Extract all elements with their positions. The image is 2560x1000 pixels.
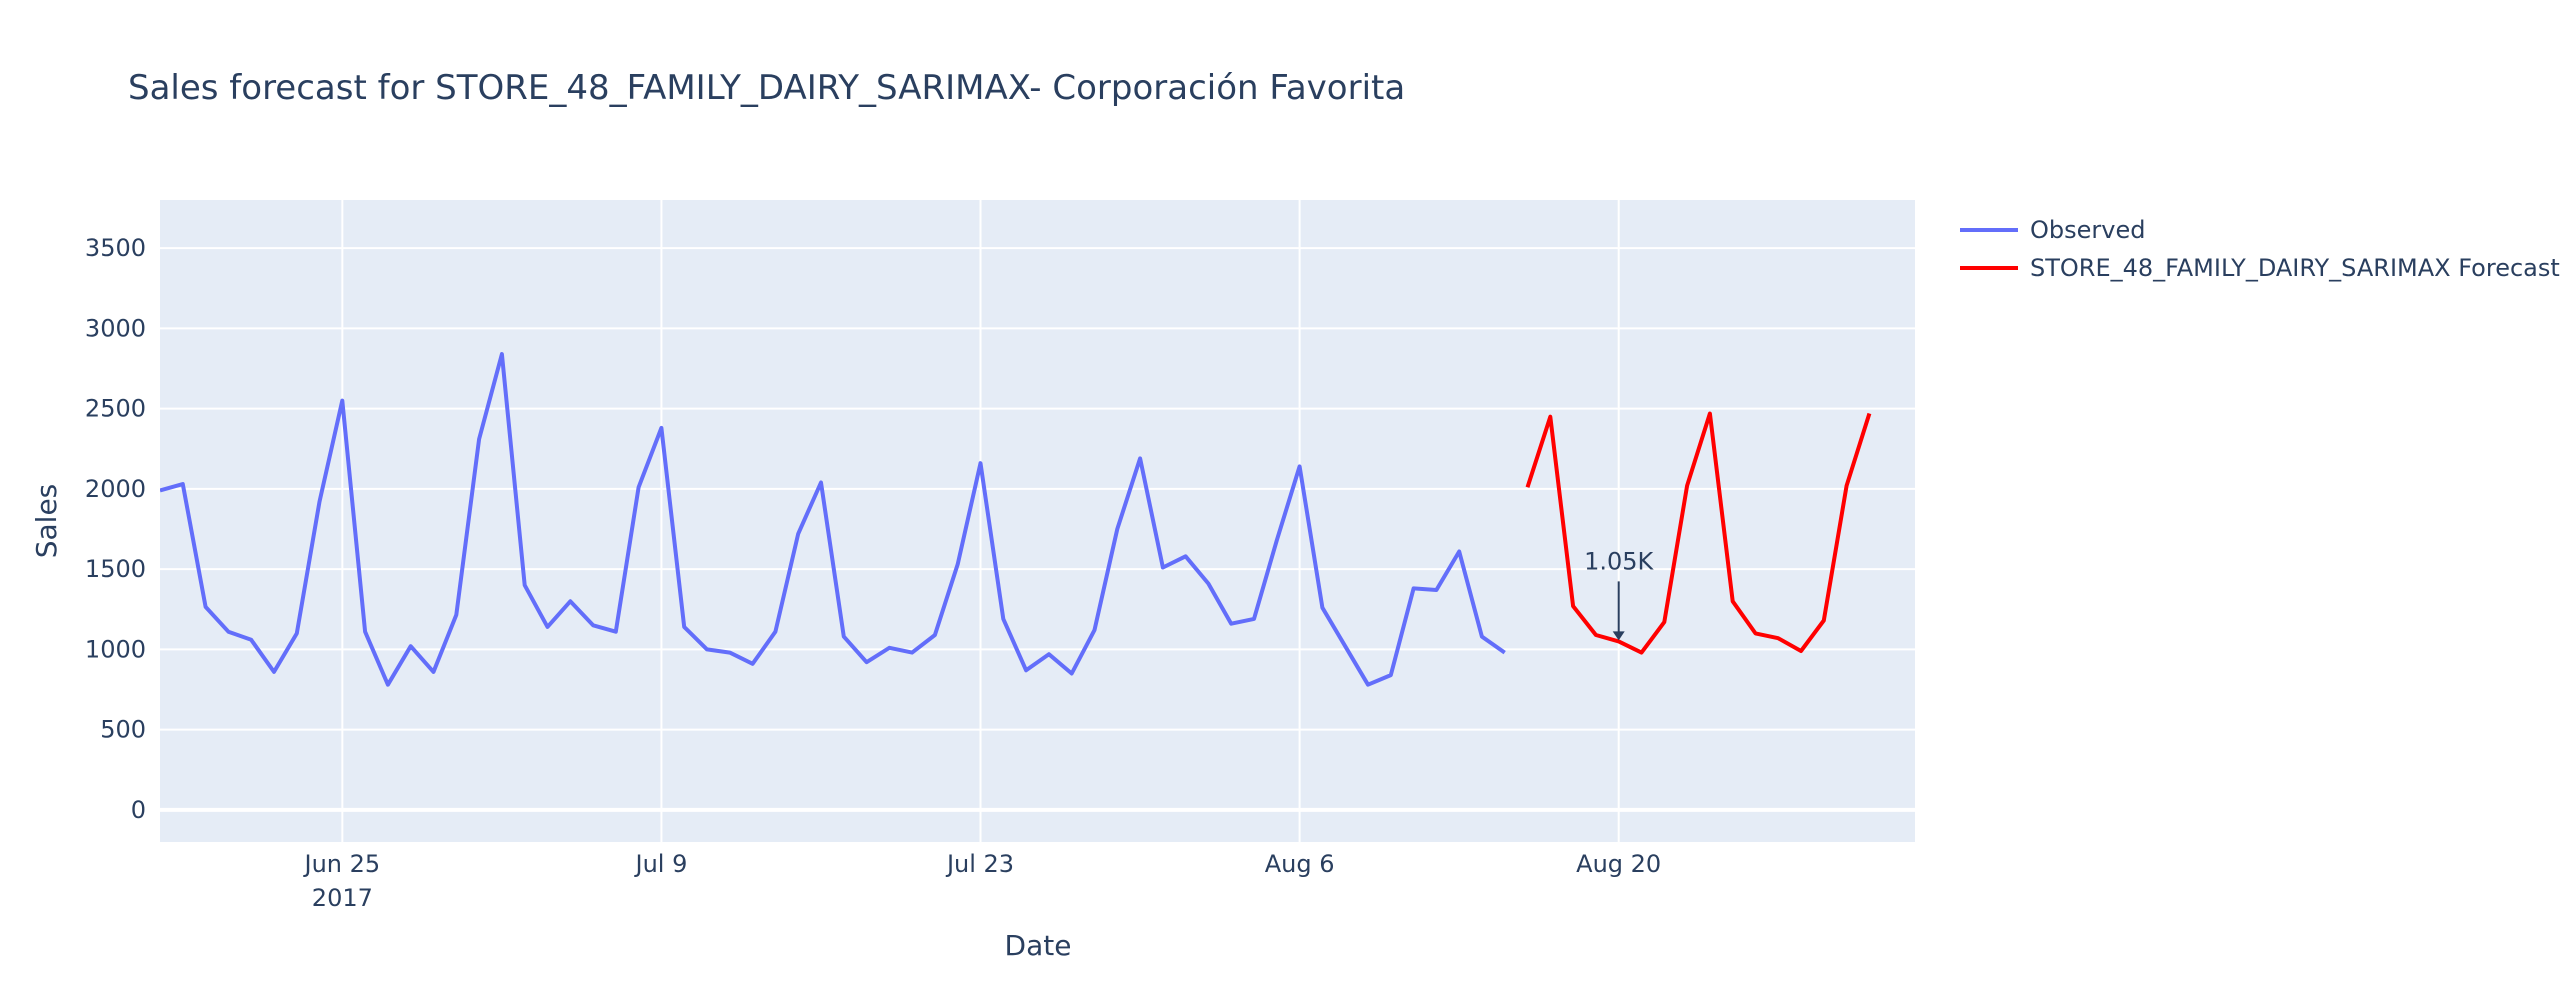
y-tick-label: 0	[131, 796, 146, 824]
legend: Observed STORE_48_FAMILY_DAIRY_SARIMAX Fo…	[1960, 216, 2560, 282]
y-tick-label: 2000	[85, 475, 146, 503]
y-tick-label: 3500	[85, 234, 146, 262]
x-tick-label: Aug 20	[1576, 850, 1661, 878]
x-axis-title: Date	[1005, 929, 1072, 962]
series-line-observed	[160, 352, 1506, 687]
chart-title: Sales forecast for STORE_48_FAMILY_DAIRY…	[128, 68, 1405, 108]
x-tick-label: Jun 25	[303, 850, 381, 878]
legend-item-label: Observed	[2030, 216, 2145, 244]
legend-item-label: STORE_48_FAMILY_DAIRY_SARIMAX Forecast	[2030, 254, 2560, 282]
y-tick-label: 2500	[85, 395, 146, 423]
x-tick-label: Jul 9	[633, 850, 687, 878]
y-tick-label: 1500	[85, 555, 146, 583]
annotation-arrow-head	[1612, 631, 1625, 641]
y-axis-title: Sales	[30, 484, 63, 559]
y-tick-label: 500	[100, 716, 146, 744]
annotation-label: 1.05K	[1584, 547, 1654, 575]
y-tick-label: 1000	[85, 635, 146, 663]
y-tick-label: 3000	[85, 314, 146, 342]
x-tick-label: Aug 6	[1265, 850, 1335, 878]
x-tick-sublabel: 2017	[312, 884, 373, 912]
x-tick-label: Jul 23	[945, 850, 1014, 878]
series-line-forecast	[1525, 411, 1872, 655]
plot-background	[160, 200, 1915, 842]
